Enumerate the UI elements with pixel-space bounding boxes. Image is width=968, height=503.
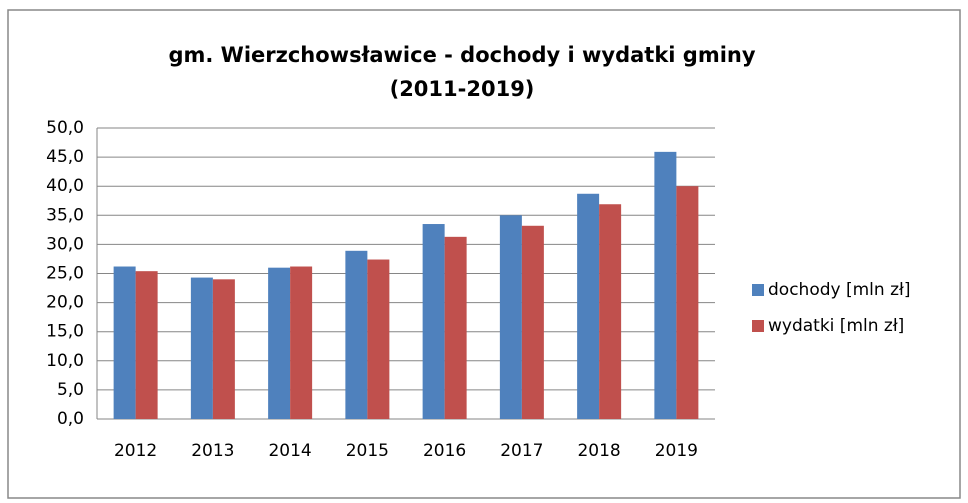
bar	[345, 250, 368, 419]
bar	[290, 266, 313, 419]
x-tick-label: 2017	[500, 441, 543, 461]
bar	[521, 225, 544, 419]
y-tick-label: 5,0	[57, 380, 84, 400]
y-tick-label: 35,0	[46, 205, 84, 225]
x-tick-label: 2016	[423, 441, 466, 461]
bar	[577, 193, 600, 419]
y-tick-label: 20,0	[46, 293, 84, 313]
bar	[135, 271, 158, 419]
x-tick-label: 2014	[268, 441, 311, 461]
bar	[113, 266, 136, 419]
x-tick-label: 2019	[655, 441, 698, 461]
y-tick-label: 25,0	[46, 264, 84, 284]
chart-title: gm. Wierzchowsławice - dochody i wydatki…	[168, 43, 755, 67]
y-tick-label: 30,0	[46, 234, 84, 254]
x-tick-label: 2013	[191, 441, 234, 461]
y-tick-label: 50,0	[46, 118, 84, 138]
legend-swatch	[752, 320, 764, 332]
bar	[654, 151, 677, 419]
y-tick-label: 0,0	[57, 409, 84, 429]
x-tick-label: 2018	[577, 441, 620, 461]
x-tick-label: 2015	[346, 441, 389, 461]
legend-label: dochody [mln zł]	[768, 280, 910, 300]
y-tick-label: 40,0	[46, 176, 84, 196]
y-tick-label: 45,0	[46, 147, 84, 167]
bar	[444, 236, 467, 419]
y-tick-label: 15,0	[46, 322, 84, 342]
bar	[212, 279, 235, 419]
legend-swatch	[752, 284, 764, 296]
bar	[599, 204, 622, 419]
y-tick-label: 10,0	[46, 351, 84, 371]
bar	[499, 215, 522, 419]
chart-title: (2011-2019)	[390, 77, 535, 101]
chart-frame	[7, 9, 961, 499]
bar	[676, 186, 699, 419]
bar	[367, 259, 390, 419]
bar	[268, 267, 291, 419]
bar	[422, 224, 445, 419]
x-tick-label: 2012	[114, 441, 157, 461]
legend-label: wydatki [mln zł]	[768, 316, 904, 336]
bar	[190, 277, 213, 419]
